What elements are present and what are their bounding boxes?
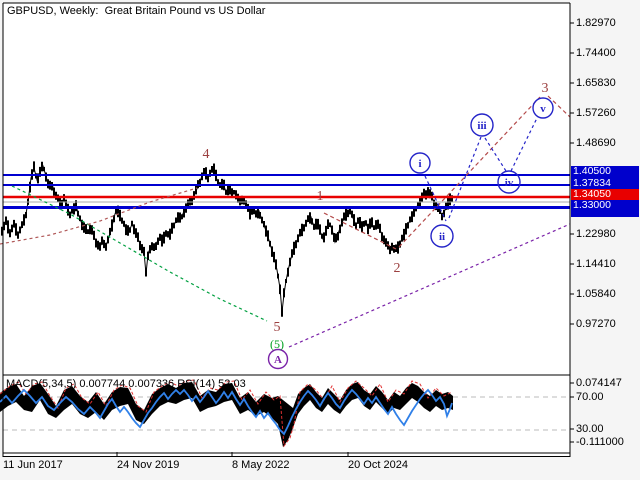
wave-label-v: v [540, 103, 546, 115]
price-axis-label: 1.57260 [576, 107, 616, 119]
wave-label-1: 1 [317, 189, 324, 204]
blue-wave-line-i-ii [424, 175, 447, 222]
price-axis-label: 1.65830 [576, 77, 616, 89]
price-tag-1.33000: 1.33000 [571, 200, 639, 213]
blue-wave-line-iv-v [510, 115, 539, 172]
wave-label-5: 5 [274, 320, 281, 335]
wave-circle-A [267, 348, 289, 370]
wave-label-A: A [274, 354, 282, 366]
price-axis-label: 70.00 [576, 391, 604, 403]
red-wave-line-2-3 [398, 96, 541, 248]
wave-label-iv: iv [505, 177, 514, 189]
red-wave-line-after-3 [547, 95, 571, 118]
price-axis-label: 0.074147 [576, 377, 622, 389]
indicator-label: MACD(5,34,5) 0.007744 0.007336 RSI(14) 5… [6, 378, 246, 390]
wave-label-4: 4 [203, 147, 210, 162]
price-tag-1.34050: 1.34050 [571, 189, 639, 200]
price-tag-1.40500: 1.40500 [571, 166, 639, 178]
price-axis-label: 1.22980 [576, 228, 616, 240]
price-axis-label: 1.14410 [576, 258, 616, 270]
wave-circle-iv [497, 170, 521, 194]
wave-circle-ii [430, 224, 454, 248]
chart-title: GBPUSD, Weekly: Great Britain Pound vs U… [7, 5, 266, 17]
wave-label-2: 2 [394, 261, 401, 276]
price-axis-label: 1.48690 [576, 137, 616, 149]
wave-label-iii: iii [477, 120, 486, 132]
price-tag-1.37834: 1.37834 [571, 178, 639, 189]
wave-label-i: i [418, 158, 421, 170]
time-axis-label: 11 Jun 2017 [3, 459, 63, 471]
red-ma-dashed-line [0, 187, 198, 245]
wave-circle-v [532, 97, 554, 119]
macd-histogram [0, 382, 453, 447]
price-axis-label: 30.00 [576, 423, 604, 435]
wave-label-(5): (5) [270, 337, 284, 351]
time-axis-label: 24 Nov 2019 [117, 459, 180, 471]
wave-circle-iii [470, 113, 494, 137]
time-axis-label: 8 May 2022 [232, 459, 290, 471]
wave-circle-i [409, 152, 431, 174]
green-dashed-line [11, 185, 268, 322]
blue-wave-line-ii-iii [448, 136, 482, 219]
price-axis-label: 1.74400 [576, 47, 616, 59]
price-axis-label: -0.111000 [576, 436, 624, 448]
price-tag-partial [571, 213, 639, 217]
blue-wave-line-iii-iv [484, 137, 507, 172]
time-axis-label: 20 Oct 2024 [348, 459, 408, 471]
price-axis-label: 1.82970 [576, 17, 616, 29]
rsi-line [0, 388, 453, 436]
wave-label-ii: ii [439, 231, 445, 243]
wave-label-3: 3 [542, 81, 549, 96]
macd-signal-line [0, 379, 453, 448]
price-axis-label: 0.97270 [576, 318, 616, 330]
price-axis-label: 1.05840 [576, 288, 616, 300]
candles [1, 161, 453, 317]
